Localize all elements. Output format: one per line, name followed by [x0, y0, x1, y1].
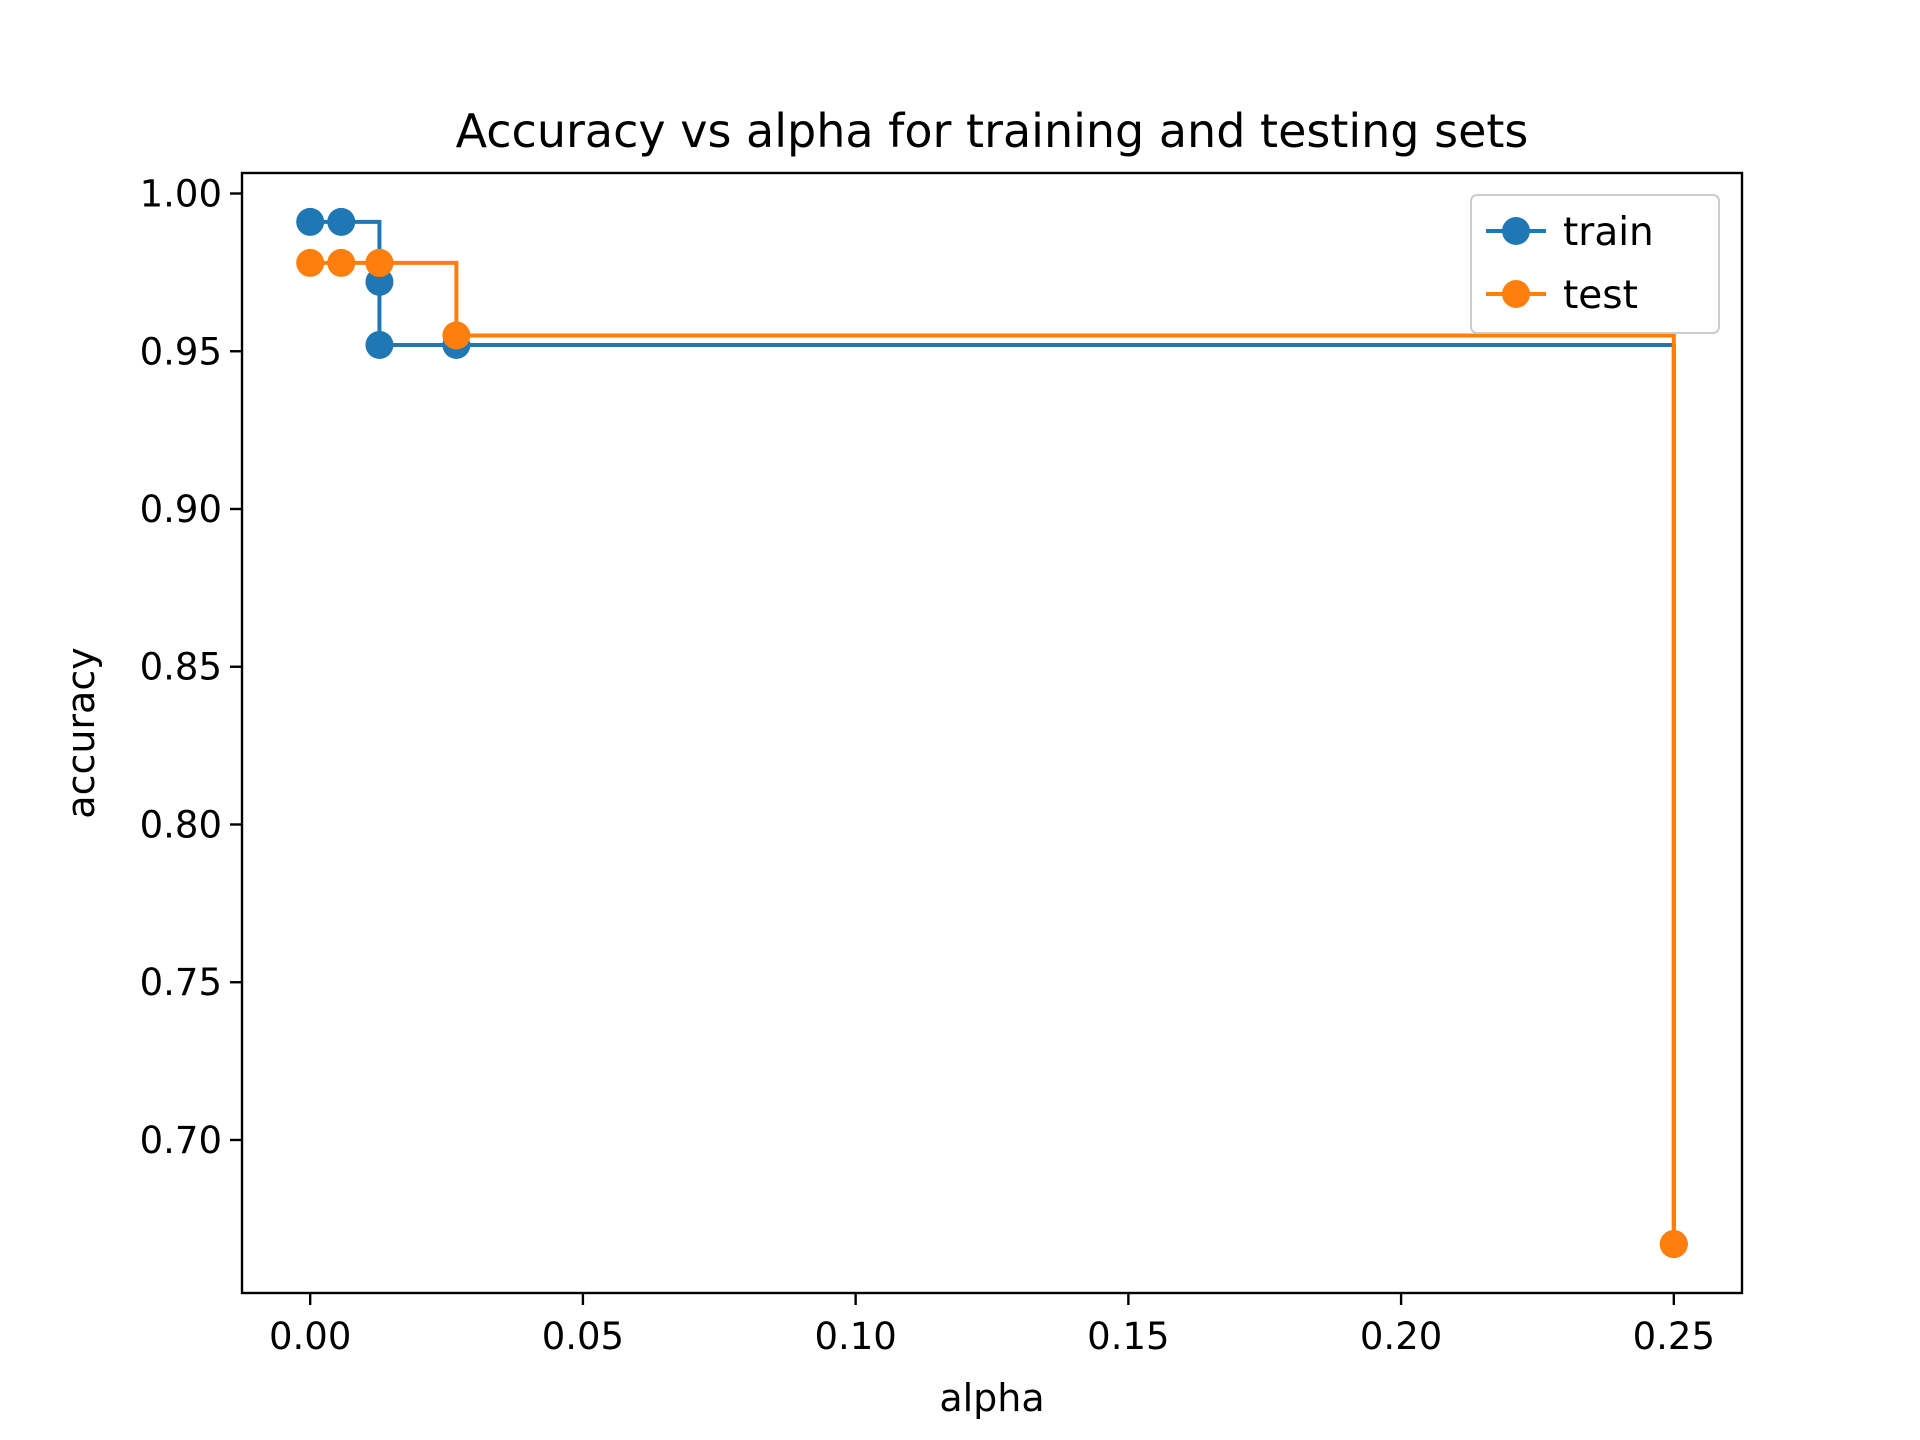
plot-series	[296, 207, 1688, 1259]
series-line-test	[310, 260, 1676, 1245]
plot-frame	[240, 171, 1744, 1295]
series-line-train	[310, 219, 1676, 1245]
y-tick-label: 0.70	[140, 1119, 222, 1162]
x-axis-ticks: 0.00 0.05 0.10 0.15 0.20 0.25	[269, 1293, 1715, 1358]
y-tick-label: 0.80	[140, 803, 222, 846]
data-point-test	[1659, 1230, 1688, 1259]
legend-train-marker	[1502, 217, 1530, 245]
data-point-test	[442, 321, 471, 350]
data-point-train	[327, 207, 356, 236]
chart-title: Accuracy vs alpha for training and testi…	[456, 104, 1529, 158]
x-tick-label: 0.15	[1087, 1315, 1169, 1358]
y-axis-ticks: 0.70 0.75 0.80 0.85 0.90 0.95 1.00	[140, 173, 242, 1162]
y-tick-label: 0.85	[140, 646, 222, 689]
data-point-test	[365, 248, 394, 277]
x-tick-label: 0.05	[542, 1315, 624, 1358]
y-axis-label: accuracy	[59, 647, 103, 818]
legend-test-label: test	[1563, 273, 1638, 318]
legend-test-marker	[1502, 280, 1530, 308]
data-point-test	[327, 248, 356, 277]
x-tick-label: 0.25	[1633, 1315, 1715, 1358]
y-tick-label: 0.95	[140, 330, 222, 373]
x-tick-label: 0.10	[814, 1315, 896, 1358]
data-point-train	[365, 330, 394, 359]
data-point-test	[296, 248, 325, 277]
legend-train-label: train	[1563, 210, 1654, 255]
x-tick-label: 0.20	[1360, 1315, 1442, 1358]
y-tick-label: 1.00	[140, 173, 222, 216]
x-tick-label: 0.00	[269, 1315, 351, 1358]
y-tick-label: 0.90	[140, 488, 222, 531]
data-point-train	[296, 207, 325, 236]
y-tick-label: 0.75	[140, 961, 222, 1004]
legend: train test	[1470, 194, 1720, 334]
x-axis-label: alpha	[939, 1376, 1044, 1420]
